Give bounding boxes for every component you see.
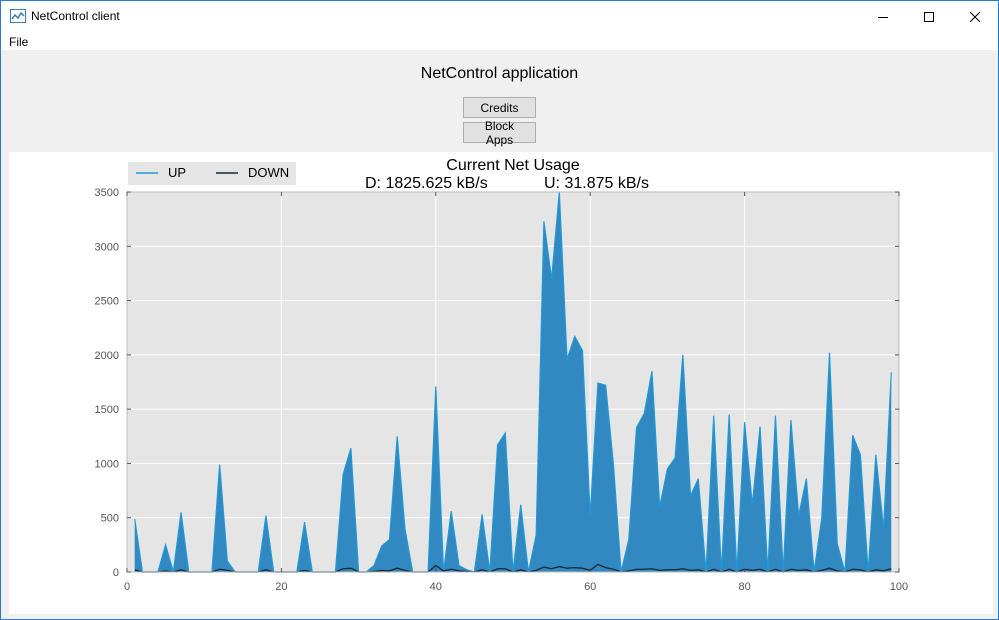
plot-canvas: 0 500 1000 1500 2000 2500 3000 3500 0 20 40 60 80 100… bbox=[9, 152, 993, 614]
tick-layer: 0 500 1000 1500 2000 2500 3000 3500 0 20 40 60 80 100 bbox=[95, 187, 909, 593]
legend-up-label: UP bbox=[168, 165, 186, 180]
plot-frame bbox=[126, 191, 900, 573]
y-tick-label: 2000 bbox=[95, 350, 119, 362]
x-tick-label: 20 bbox=[275, 581, 287, 593]
y-tick-label: 1500 bbox=[95, 404, 119, 416]
chart-subtitle-upload: U: 31.875 kB/s bbox=[544, 175, 649, 192]
chart-subtitle-download: D: 1825.625 kB/s bbox=[365, 175, 488, 192]
plot-background bbox=[127, 192, 899, 572]
credits-button[interactable]: Credits bbox=[463, 97, 536, 118]
x-tick-label: 80 bbox=[738, 581, 750, 593]
app-heading: NetControl application bbox=[420, 65, 579, 82]
legend-down-label: DOWN bbox=[248, 165, 289, 180]
y-tick-label: 500 bbox=[101, 513, 119, 525]
x-tick-label: 0 bbox=[124, 581, 130, 593]
maximize-button[interactable] bbox=[906, 1, 952, 32]
net-usage-chart: 0 500 1000 1500 2000 2500 3000 3500 0 20 40 60 80 100… bbox=[95, 157, 909, 593]
minimize-button[interactable] bbox=[860, 1, 906, 32]
y-tick-label: 1000 bbox=[95, 458, 119, 470]
chart-title: Current Net Usage bbox=[446, 157, 579, 174]
x-tick-label: 40 bbox=[430, 581, 442, 593]
title-bar[interactable]: NetControl client bbox=[1, 1, 998, 32]
block-apps-button[interactable]: Block Apps bbox=[463, 119, 536, 147]
close-button[interactable] bbox=[952, 1, 998, 32]
legend-box bbox=[128, 162, 296, 185]
close-icon bbox=[970, 11, 980, 22]
minimize-icon bbox=[878, 16, 888, 18]
menu-bar: File bbox=[1, 32, 998, 50]
menu-file[interactable]: File bbox=[9, 35, 29, 49]
y-tick-label: 3000 bbox=[95, 241, 119, 253]
y-tick-label: 2500 bbox=[95, 296, 119, 308]
y-tick-label: 0 bbox=[113, 567, 119, 579]
x-tick-label: 60 bbox=[584, 581, 596, 593]
y-tick-label: 3500 bbox=[95, 187, 119, 199]
network-chart-icon bbox=[10, 9, 26, 23]
window-title: NetControl client bbox=[31, 9, 120, 23]
x-tick-label: 100 bbox=[890, 581, 908, 593]
maximize-icon bbox=[924, 11, 934, 22]
chart-legend: UP DOWN bbox=[128, 162, 296, 185]
